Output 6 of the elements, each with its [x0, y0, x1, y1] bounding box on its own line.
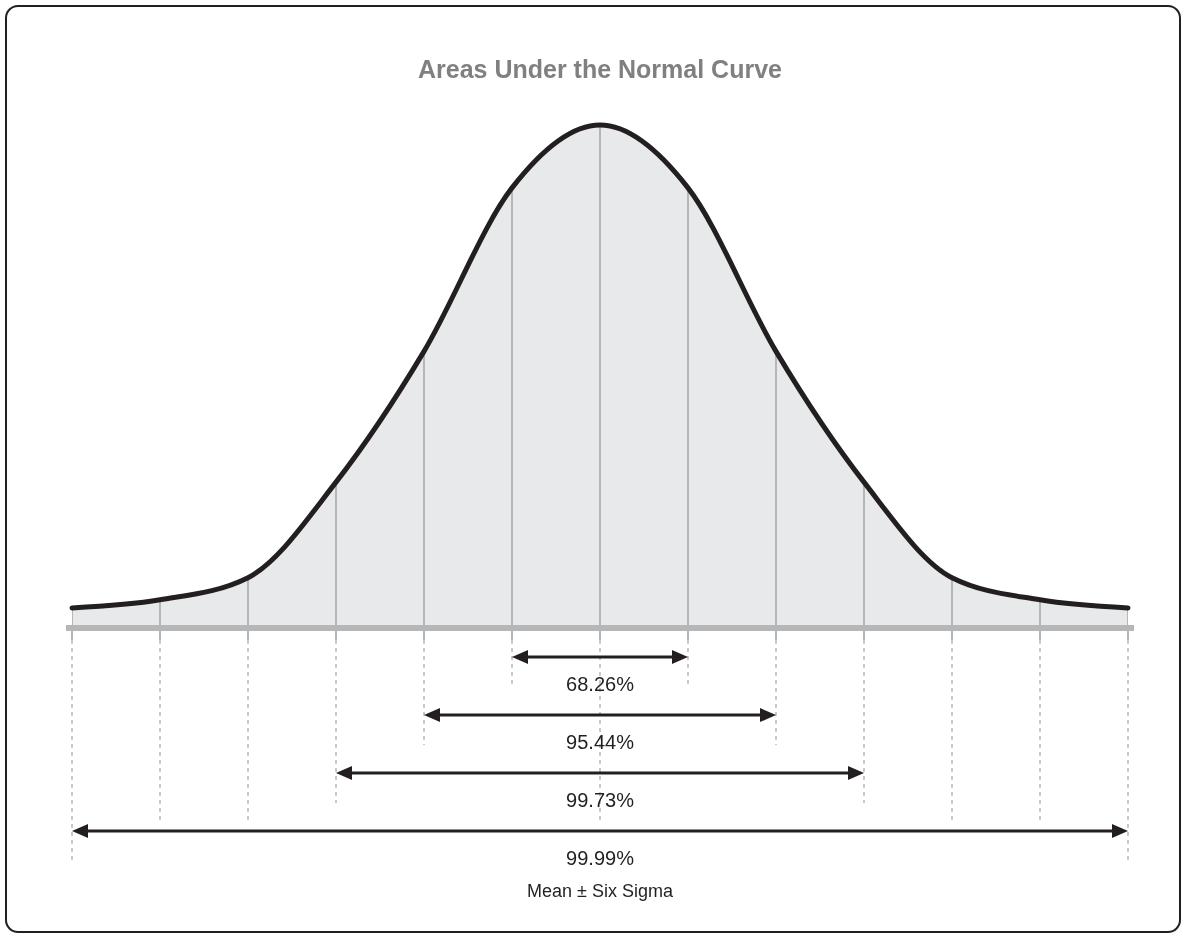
text: Mean ± Six Sigma	[527, 881, 674, 901]
text: 99.73%	[566, 789, 635, 811]
text: 99.99%	[566, 847, 635, 869]
chart-title: Areas Under the Normal Curve	[417, 55, 783, 83]
text: 95.44%	[566, 731, 635, 753]
text: 68.26%	[566, 673, 635, 695]
